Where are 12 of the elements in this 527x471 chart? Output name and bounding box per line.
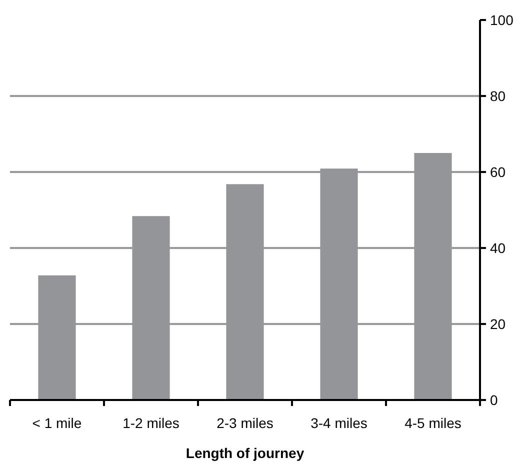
y-tick-label: 100 (490, 12, 514, 28)
x-tick-label: 4-5 miles (404, 415, 462, 431)
y-tick-label: 20 (490, 316, 506, 332)
x-tick-label: 3-4 miles (310, 415, 368, 431)
x-tick-label: 2-3 miles (216, 415, 274, 431)
x-axis-title: Length of journey (186, 445, 304, 461)
y-tick-label: 40 (490, 240, 506, 256)
y-tick-label: 80 (490, 88, 506, 104)
y-tick-label: 0 (490, 392, 498, 408)
x-tick-label: 1-2 miles (122, 415, 180, 431)
x-tick-label: < 1 mile (32, 415, 82, 431)
y-tick-label: 60 (490, 164, 506, 180)
